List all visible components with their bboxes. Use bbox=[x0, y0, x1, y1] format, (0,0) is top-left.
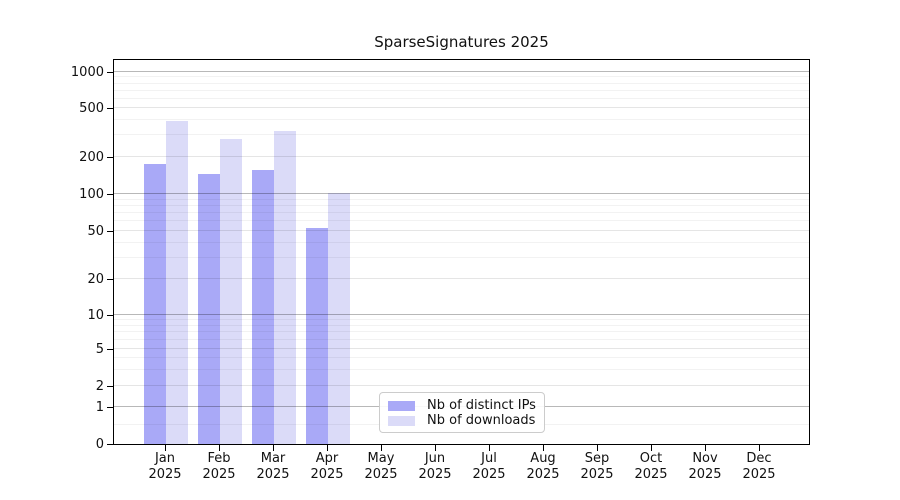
y-tick-label-1000: 1000 bbox=[70, 65, 104, 80]
y-tick-mark-0 bbox=[107, 444, 113, 445]
y-tick-label-0: 0 bbox=[95, 437, 104, 452]
x-tick-label-jun: Jun 2025 bbox=[418, 451, 452, 482]
bar-feb-distinct-ips bbox=[198, 174, 220, 444]
x-tick-mark-dec bbox=[759, 445, 760, 451]
x-tick-mark-jul bbox=[489, 445, 490, 451]
gridline-y-70 bbox=[114, 212, 809, 213]
y-tick-mark-2 bbox=[107, 386, 113, 387]
x-tick-label-jan: Jan 2025 bbox=[148, 451, 182, 482]
gridline-y-50 bbox=[114, 230, 809, 231]
x-tick-label-aug: Aug 2025 bbox=[526, 451, 560, 482]
chart-title: SparseSignatures 2025 bbox=[374, 33, 549, 51]
y-tick-label-20: 20 bbox=[87, 272, 104, 287]
legend-item-distinct-ips: Nb of distinct IPs bbox=[388, 398, 536, 413]
x-tick-label-oct: Oct 2025 bbox=[634, 451, 668, 482]
y-tick-label-200: 200 bbox=[79, 150, 104, 165]
x-tick-mark-sep bbox=[597, 445, 598, 451]
x-tick-label-feb: Feb 2025 bbox=[202, 451, 236, 482]
gridline-y-600 bbox=[114, 98, 809, 99]
bar-apr-distinct-ips bbox=[306, 228, 328, 444]
y-tick-mark-50 bbox=[107, 231, 113, 232]
y-tick-mark-20 bbox=[107, 279, 113, 280]
bar-mar-downloads bbox=[274, 131, 296, 444]
gridline-y-3 bbox=[114, 369, 809, 370]
x-tick-mark-nov bbox=[705, 445, 706, 451]
y-tick-mark-1 bbox=[107, 407, 113, 408]
legend-label-distinct-ips: Nb of distinct IPs bbox=[427, 398, 536, 413]
gridline-y-80 bbox=[114, 205, 809, 206]
gridline-y-5 bbox=[114, 348, 809, 349]
gridline-y-6 bbox=[114, 339, 809, 340]
y-tick-label-100: 100 bbox=[79, 187, 104, 202]
y-tick-mark-200 bbox=[107, 157, 113, 158]
gridline-y-300 bbox=[114, 134, 809, 135]
gridline-y-900 bbox=[114, 76, 809, 77]
bar-feb-downloads bbox=[220, 139, 242, 444]
bar-jan-downloads bbox=[166, 121, 188, 444]
gridline-y-20 bbox=[114, 278, 809, 279]
x-tick-label-apr: Apr 2025 bbox=[310, 451, 344, 482]
legend-swatch-downloads bbox=[388, 415, 415, 426]
gridline-y-40 bbox=[114, 242, 809, 243]
gridline-y-30 bbox=[114, 257, 809, 258]
y-tick-mark-500 bbox=[107, 108, 113, 109]
gridline-y-800 bbox=[114, 83, 809, 84]
x-tick-label-nov: Nov 2025 bbox=[688, 451, 722, 482]
x-tick-mark-oct bbox=[651, 445, 652, 451]
legend: Nb of distinct IPs Nb of downloads bbox=[379, 392, 545, 433]
legend-item-downloads: Nb of downloads bbox=[388, 413, 536, 428]
x-tick-mark-jun bbox=[435, 445, 436, 451]
gridline-y-8 bbox=[114, 325, 809, 326]
y-tick-label-2: 2 bbox=[95, 379, 104, 394]
y-tick-label-5: 5 bbox=[95, 342, 104, 357]
legend-swatch-distinct-ips bbox=[388, 400, 415, 411]
gridline-y-60 bbox=[114, 220, 809, 221]
x-tick-label-jul: Jul 2025 bbox=[472, 451, 506, 482]
gridline-y-1000 bbox=[114, 71, 809, 72]
y-tick-label-50: 50 bbox=[87, 224, 104, 239]
x-tick-mark-apr bbox=[327, 445, 328, 451]
x-tick-label-mar: Mar 2025 bbox=[256, 451, 290, 482]
legend-label-downloads: Nb of downloads bbox=[427, 413, 536, 428]
gridline-y-100 bbox=[114, 193, 809, 194]
x-tick-label-may: May 2025 bbox=[364, 451, 398, 482]
gridline-y-200 bbox=[114, 156, 809, 157]
x-tick-mark-feb bbox=[219, 445, 220, 451]
gridline-y-90 bbox=[114, 199, 809, 200]
x-tick-mark-jan bbox=[165, 445, 166, 451]
bar-apr-downloads bbox=[328, 193, 350, 444]
y-tick-mark-100 bbox=[107, 194, 113, 195]
plot-area bbox=[113, 59, 810, 445]
gridline-y-10 bbox=[114, 314, 809, 315]
gridline-y-500 bbox=[114, 107, 809, 108]
y-tick-mark-10 bbox=[107, 315, 113, 316]
gridline-y-7 bbox=[114, 331, 809, 332]
bar-jan-distinct-ips bbox=[144, 164, 166, 444]
gridline-y-400 bbox=[114, 119, 809, 120]
x-tick-mark-aug bbox=[543, 445, 544, 451]
gridline-y-2 bbox=[114, 385, 809, 386]
x-tick-label-dec: Dec 2025 bbox=[742, 451, 776, 482]
gridline-y-700 bbox=[114, 90, 809, 91]
y-tick-mark-1000 bbox=[107, 72, 113, 73]
y-tick-label-1: 1 bbox=[95, 400, 104, 415]
y-tick-mark-5 bbox=[107, 349, 113, 350]
x-tick-mark-may bbox=[381, 445, 382, 451]
y-tick-label-10: 10 bbox=[87, 308, 104, 323]
gridline-y-4 bbox=[114, 357, 809, 358]
gridline-y-9 bbox=[114, 319, 809, 320]
x-tick-mark-mar bbox=[273, 445, 274, 451]
bar-mar-distinct-ips bbox=[252, 170, 274, 444]
x-tick-label-sep: Sep 2025 bbox=[580, 451, 614, 482]
y-tick-label-500: 500 bbox=[79, 101, 104, 116]
